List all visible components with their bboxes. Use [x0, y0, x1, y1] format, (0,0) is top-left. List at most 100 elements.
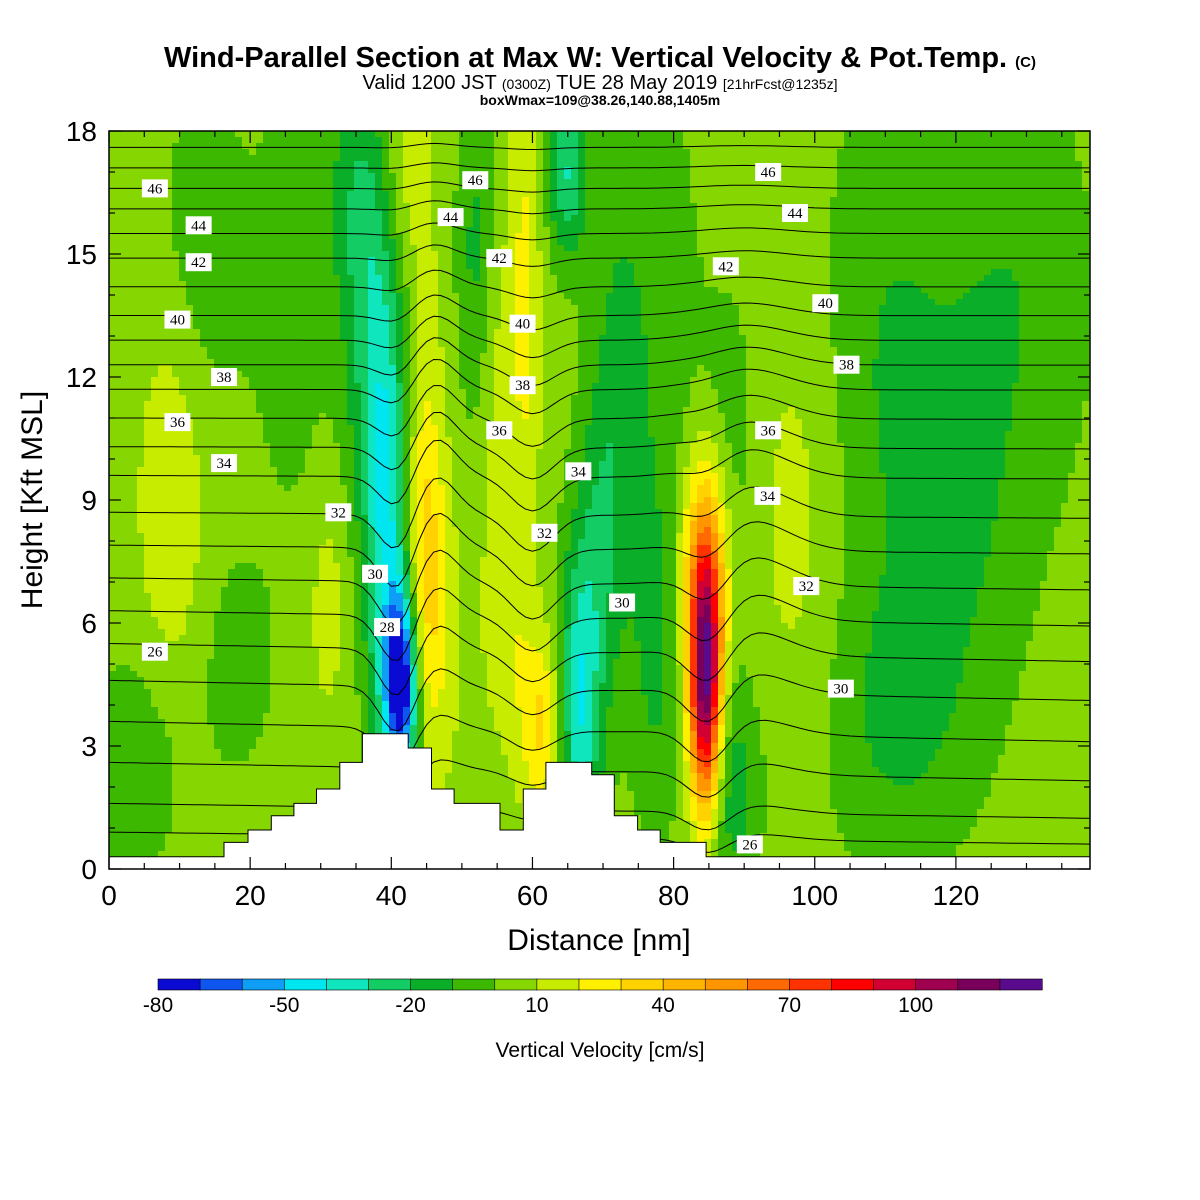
- w-cell: [151, 215, 159, 222]
- w-cell: [382, 185, 390, 192]
- w-cell: [270, 311, 278, 318]
- w-cell: [438, 161, 446, 168]
- w-cell: [1047, 287, 1055, 294]
- w-cell: [893, 311, 901, 318]
- w-cell: [207, 317, 215, 324]
- w-cell: [501, 239, 509, 246]
- w-cell: [158, 311, 166, 318]
- w-cell: [774, 299, 782, 306]
- w-cell: [921, 197, 929, 204]
- w-cell: [326, 293, 334, 300]
- w-cell: [312, 173, 320, 180]
- w-cell: [340, 233, 348, 240]
- w-cell: [921, 215, 929, 222]
- w-cell: [333, 167, 341, 174]
- w-cell: [1047, 317, 1055, 324]
- w-cell: [690, 311, 698, 318]
- w-cell: [1054, 179, 1062, 186]
- w-cell: [200, 341, 208, 348]
- w-cell: [277, 161, 285, 168]
- w-cell: [312, 167, 320, 174]
- w-cell: [1012, 323, 1020, 330]
- w-cell: [1033, 335, 1041, 342]
- w-cell: [256, 209, 264, 216]
- w-cell: [620, 287, 628, 294]
- w-cell: [984, 269, 992, 276]
- w-cell: [970, 323, 978, 330]
- w-cell: [417, 185, 425, 192]
- w-cell: [1061, 191, 1069, 198]
- w-cell: [235, 179, 243, 186]
- w-cell: [137, 161, 145, 168]
- w-cell: [634, 203, 642, 210]
- w-cell: [725, 155, 733, 162]
- w-cell: [536, 161, 544, 168]
- w-cell: [977, 329, 985, 336]
- w-cell: [592, 191, 600, 198]
- w-cell: [613, 257, 621, 264]
- w-cell: [466, 329, 474, 336]
- w-cell: [417, 137, 425, 144]
- w-cell: [949, 221, 957, 228]
- w-cell: [1047, 215, 1055, 222]
- w-cell: [767, 323, 775, 330]
- w-cell: [263, 287, 271, 294]
- w-cell: [249, 299, 257, 306]
- w-cell: [291, 305, 299, 312]
- w-cell: [823, 251, 831, 258]
- w-cell: [480, 323, 488, 330]
- w-cell: [942, 173, 950, 180]
- w-cell: [662, 263, 670, 270]
- w-cell: [494, 287, 502, 294]
- w-cell: [1005, 257, 1013, 264]
- w-cell: [326, 341, 334, 348]
- w-cell: [319, 245, 327, 252]
- w-cell: [228, 143, 236, 150]
- w-cell: [277, 269, 285, 276]
- w-cell: [543, 233, 551, 240]
- w-cell: [361, 257, 369, 264]
- w-cell: [991, 287, 999, 294]
- w-cell: [1012, 329, 1020, 336]
- w-cell: [1040, 263, 1048, 270]
- w-cell: [564, 251, 572, 258]
- w-cell: [704, 179, 712, 186]
- w-cell: [529, 275, 537, 282]
- w-cell: [501, 167, 509, 174]
- w-cell: [816, 215, 824, 222]
- w-cell: [270, 209, 278, 216]
- w-cell: [137, 239, 145, 246]
- w-cell: [543, 185, 551, 192]
- w-cell: [214, 329, 222, 336]
- w-cell: [970, 227, 978, 234]
- w-cell: [858, 197, 866, 204]
- w-cell: [963, 209, 971, 216]
- w-cell: [291, 299, 299, 306]
- w-cell: [144, 149, 152, 156]
- w-cell: [956, 245, 964, 252]
- w-cell: [109, 173, 117, 180]
- w-cell: [816, 329, 824, 336]
- w-cell: [1033, 281, 1041, 288]
- w-cell: [536, 293, 544, 300]
- w-cell: [732, 179, 740, 186]
- w-cell: [1026, 191, 1034, 198]
- w-cell: [718, 329, 726, 336]
- w-cell: [424, 299, 432, 306]
- w-cell: [949, 293, 957, 300]
- w-cell: [200, 293, 208, 300]
- w-cell: [354, 305, 362, 312]
- w-cell: [466, 251, 474, 258]
- w-cell: [214, 269, 222, 276]
- w-cell: [613, 287, 621, 294]
- w-cell: [508, 185, 516, 192]
- w-cell: [1019, 167, 1027, 174]
- w-cell: [949, 263, 957, 270]
- w-cell: [1033, 167, 1041, 174]
- w-cell: [1040, 239, 1048, 246]
- w-cell: [984, 293, 992, 300]
- w-cell: [620, 215, 628, 222]
- w-cell: [858, 245, 866, 252]
- w-cell: [193, 233, 201, 240]
- w-cell: [613, 305, 621, 312]
